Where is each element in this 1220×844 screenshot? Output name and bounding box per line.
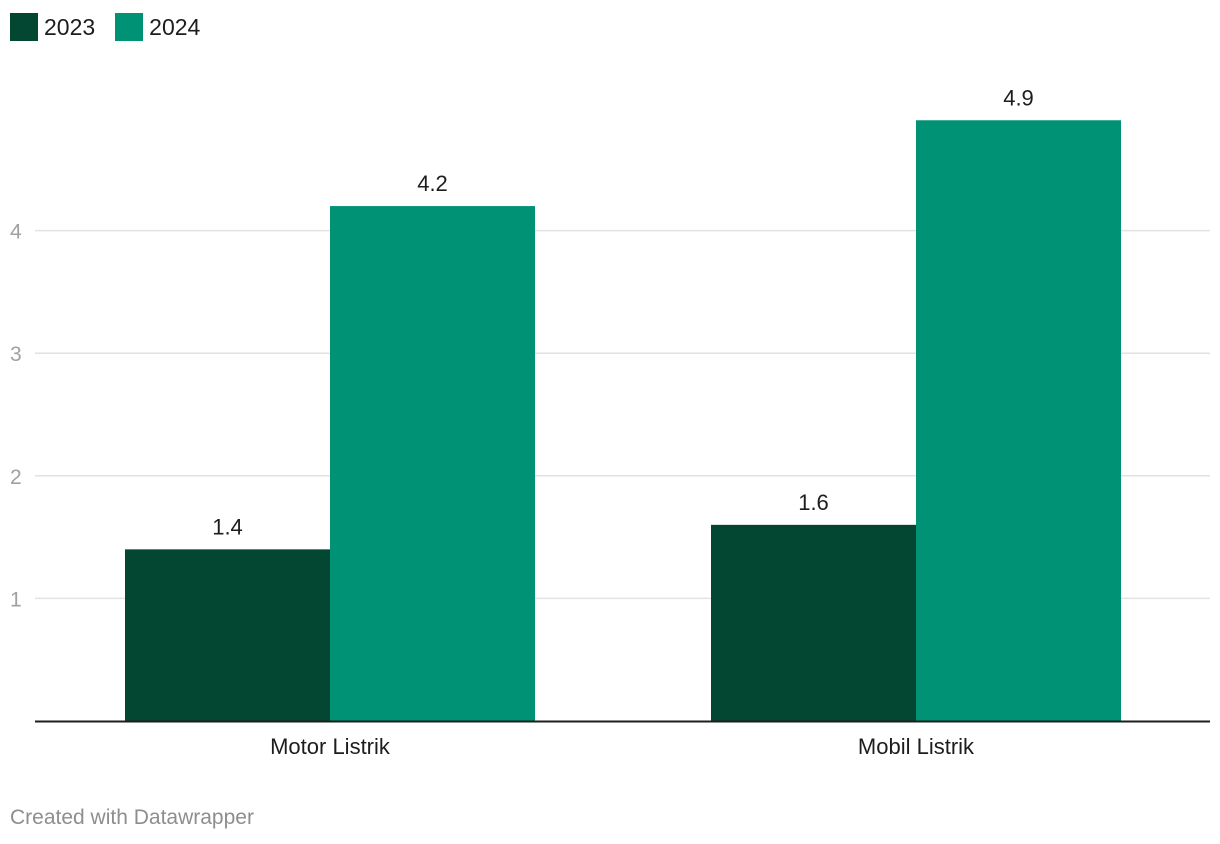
footer-credit: Created with Datawrapper — [10, 806, 254, 829]
legend-item-2024: 2024 — [115, 13, 200, 41]
bar-2024-0 — [330, 206, 535, 721]
value-label-2024-1: 4.9 — [1003, 85, 1034, 110]
bar-2023-1 — [711, 524, 916, 721]
x-tick-label-0: Motor Listrik — [270, 734, 391, 759]
legend-label-2024: 2024 — [149, 13, 201, 40]
value-label-2024-0: 4.2 — [417, 171, 448, 196]
y-tick-label-2: 2 — [10, 466, 22, 489]
x-tick-label-1: Mobil Listrik — [858, 734, 975, 759]
value-label-2023-1: 1.6 — [798, 490, 829, 515]
y-tick-label-1: 1 — [10, 588, 22, 611]
legend-item-2023: 2023 — [10, 13, 95, 41]
legend-label-2023: 2023 — [44, 13, 96, 40]
legend-swatch-2024 — [115, 13, 144, 41]
y-tick-label-3: 3 — [10, 343, 22, 366]
chart-legend: 2023 2024 — [10, 12, 220, 42]
value-label-2023-0: 1.4 — [212, 514, 243, 539]
legend-swatch-2023 — [10, 13, 38, 41]
bar-2024-1 — [916, 120, 1121, 721]
bar-2023-0 — [125, 549, 330, 721]
y-tick-label-4: 4 — [10, 221, 22, 244]
